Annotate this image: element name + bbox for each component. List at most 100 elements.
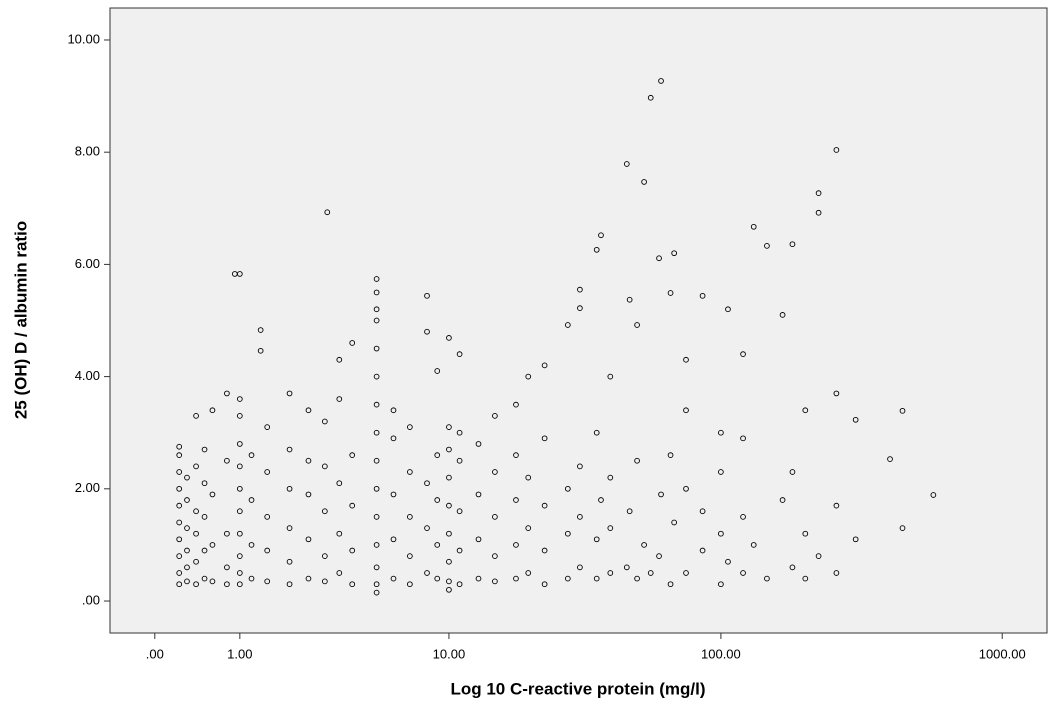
point — [236, 463, 243, 470]
point — [224, 390, 230, 397]
point — [373, 564, 380, 571]
point — [434, 497, 441, 503]
point — [321, 463, 328, 470]
point — [209, 407, 216, 414]
point — [887, 456, 893, 462]
point — [656, 553, 662, 559]
point — [201, 575, 208, 582]
point — [513, 497, 519, 503]
point — [176, 519, 183, 526]
point — [634, 457, 640, 464]
point — [424, 525, 430, 531]
point — [424, 480, 430, 487]
point — [593, 536, 600, 543]
point — [740, 435, 746, 442]
point — [336, 396, 343, 402]
point — [626, 508, 633, 515]
point — [634, 322, 640, 328]
point — [634, 575, 640, 582]
point — [236, 553, 243, 559]
point — [541, 435, 548, 442]
point — [373, 401, 380, 408]
point — [176, 469, 183, 475]
x-tick-label: 100.00 — [701, 646, 741, 661]
point — [456, 508, 463, 515]
point — [231, 271, 238, 277]
point — [193, 413, 199, 419]
point — [286, 390, 293, 397]
point — [184, 525, 190, 531]
point — [525, 525, 532, 531]
point — [390, 407, 397, 414]
point — [434, 542, 441, 548]
point — [598, 497, 604, 503]
point — [236, 530, 243, 537]
point — [658, 491, 664, 498]
point — [789, 241, 796, 248]
point — [456, 581, 463, 588]
point — [248, 452, 255, 458]
point — [492, 578, 498, 585]
point — [718, 581, 724, 588]
point — [564, 485, 571, 492]
point — [446, 335, 452, 341]
point — [446, 578, 452, 585]
point — [224, 530, 230, 537]
y-tick-label: 2.00 — [75, 480, 100, 495]
point — [607, 373, 614, 380]
point — [248, 542, 255, 548]
point — [434, 452, 441, 458]
point — [236, 396, 243, 402]
point — [390, 435, 397, 442]
point — [513, 575, 519, 582]
point — [407, 514, 413, 520]
point — [671, 519, 678, 526]
point — [626, 296, 633, 303]
point — [764, 243, 770, 249]
point — [446, 424, 452, 430]
point — [833, 502, 840, 509]
y-tick-label: 4.00 — [75, 368, 100, 383]
point — [750, 542, 757, 548]
point — [525, 373, 532, 380]
point — [446, 502, 452, 509]
point — [201, 547, 208, 554]
point — [541, 502, 548, 509]
point — [248, 497, 255, 503]
point — [607, 525, 614, 531]
point — [407, 553, 413, 559]
point — [264, 469, 271, 475]
point — [699, 292, 706, 299]
point — [740, 570, 746, 576]
point — [607, 474, 614, 481]
point — [667, 290, 674, 296]
point — [564, 530, 571, 537]
point — [718, 429, 724, 436]
point — [193, 508, 199, 515]
point — [224, 564, 230, 571]
point — [236, 570, 243, 576]
point — [349, 452, 356, 458]
point — [193, 463, 199, 470]
point — [564, 322, 571, 328]
point — [699, 508, 706, 515]
point — [598, 232, 604, 239]
point — [683, 570, 689, 576]
point — [373, 373, 380, 380]
point — [424, 292, 430, 299]
x-tick-label: 10.00 — [433, 646, 466, 661]
x-tick-label: 1000.00 — [979, 646, 1026, 661]
point — [201, 480, 208, 487]
point — [390, 491, 397, 498]
point — [647, 94, 654, 101]
point — [193, 530, 199, 537]
point — [764, 575, 770, 582]
point — [257, 327, 264, 333]
point — [492, 514, 498, 520]
x-axis-title: Log 10 C-reactive protein (mg/l) — [450, 679, 705, 698]
point — [224, 457, 230, 464]
point — [718, 469, 724, 475]
point — [286, 446, 293, 453]
point — [349, 581, 356, 588]
point — [424, 570, 430, 576]
